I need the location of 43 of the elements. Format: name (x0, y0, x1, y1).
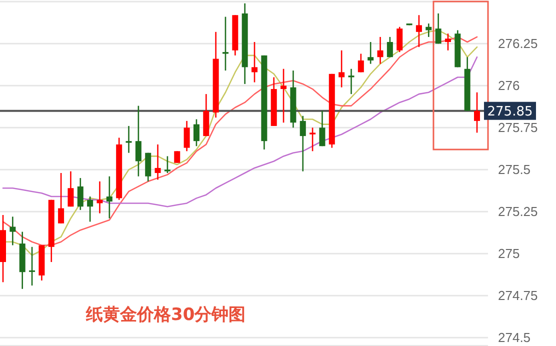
candlestick (310, 127, 316, 152)
y-tick-label: 275.75 (498, 120, 538, 135)
candlestick (58, 172, 64, 224)
y-tick-label: 276.25 (498, 36, 538, 51)
y-tick-label: 275.25 (498, 204, 538, 219)
y-tick-label: 274.75 (498, 288, 538, 303)
candlestick (145, 152, 152, 182)
candlestick (348, 68, 354, 95)
candlestick (29, 246, 36, 286)
candlestick (193, 118, 200, 147)
candlestick (77, 177, 84, 211)
text: 纸黄金价格30分钟图 (85, 305, 246, 325)
candlestick (435, 12, 442, 44)
candlestick (416, 14, 422, 48)
candlestick (126, 125, 132, 154)
y-tick-label: 276 (498, 78, 520, 93)
candlestick (174, 150, 180, 164)
candlestick (10, 216, 16, 246)
candlestick (300, 115, 306, 172)
candlestick (358, 53, 364, 73)
y-tick-label: 275 (498, 246, 520, 261)
candlestick (338, 50, 345, 88)
candlestick (87, 196, 94, 222)
candlestick (377, 36, 384, 64)
candlestick (280, 68, 287, 124)
candlestick (184, 120, 190, 152)
candlestick (68, 170, 74, 208)
candlestick (222, 16, 228, 72)
ref-line-label: 275.85 (487, 104, 533, 120)
candlestick (154, 144, 161, 180)
y-tick-label: 274.5 (498, 330, 531, 345)
candlestick (135, 105, 142, 178)
candlestick (396, 26, 403, 53)
candlestick (164, 156, 170, 174)
candlestick (319, 110, 326, 147)
candlestick (444, 32, 451, 52)
y-tick-label: 275.5 (498, 162, 531, 177)
candlestick (252, 41, 258, 83)
candlestick (474, 92, 480, 134)
candlestick (106, 176, 112, 219)
candlestick (386, 36, 393, 58)
candlestick (368, 41, 374, 64)
line-series (2, 56, 478, 208)
